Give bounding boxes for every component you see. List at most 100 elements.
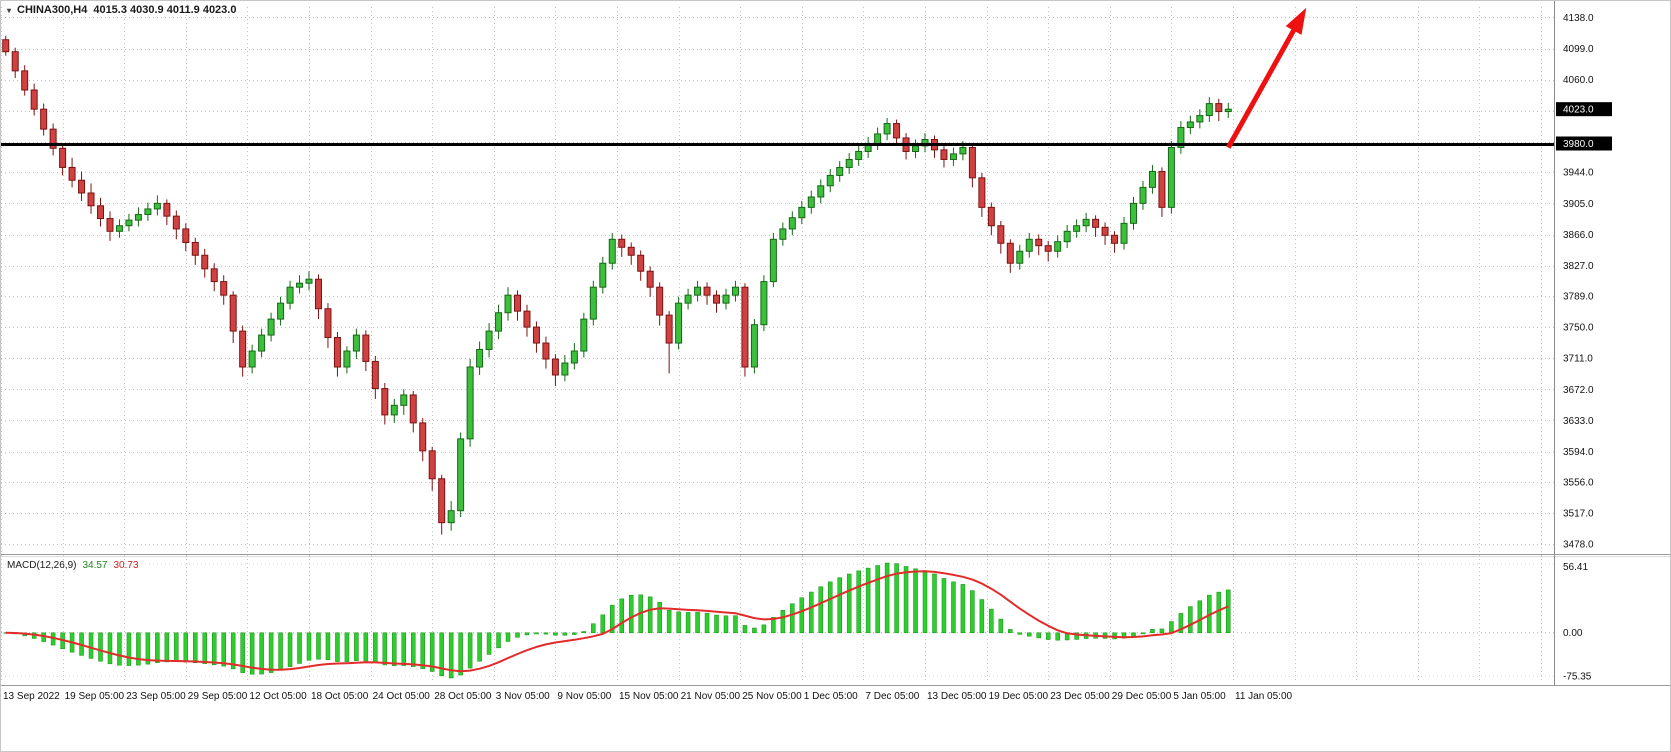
price-axis-label: 3478.0 [1563,540,1594,551]
time-axis-label: 23 Sep 05:00 [126,691,186,702]
macd-histogram-bar [666,609,672,634]
macd-histogram-bar [363,632,369,662]
bearish-candle [940,149,948,160]
bullish-candle [807,196,815,208]
bullish-candle [1196,115,1204,123]
bullish-candle [694,286,702,296]
bullish-candle [722,294,730,304]
macd-histogram-bar [572,632,577,635]
macd-histogram-bar [827,581,833,634]
macd-histogram-bar [1017,632,1023,635]
bearish-candle [1215,103,1223,113]
macd-histogram-bar [467,632,473,669]
bearish-candle [1101,226,1109,236]
bullish-candle [855,150,863,160]
macd-histogram-bar [581,631,587,634]
macd-histogram-bar [922,570,928,634]
macd-histogram-bar [1216,591,1222,634]
macd-histogram-bar [809,591,814,634]
bearish-candle [1158,170,1166,208]
bullish-candle [343,350,351,368]
macd-histogram-bar [780,610,786,634]
macd-histogram-bar [619,598,624,634]
bullish-candle [731,286,739,296]
trend-arrow-shaft[interactable] [1226,24,1299,149]
price-axis-label: 4138.0 [1563,13,1594,24]
macd-histogram-bar [742,625,748,634]
macd-histogram-bar [723,615,729,634]
macd-histogram-bar [193,632,198,663]
bearish-candle [68,166,76,181]
bearish-candle [333,336,341,368]
macd-histogram-bar [439,632,444,677]
macd-histogram-bar [553,632,558,636]
bullish-candle [589,286,597,320]
macd-histogram-bar [306,632,312,661]
trend-arrow-head[interactable] [1285,7,1307,35]
macd-histogram-bar [543,632,549,635]
bearish-candle [163,202,171,217]
bullish-candle [352,334,360,352]
time-axis-label: 9 Nov 05:00 [557,691,611,702]
macd-histogram-bar [771,617,776,634]
price-axis-label: 3672.0 [1563,385,1594,396]
macd-histogram-bar [126,632,132,666]
price-axis-label: 4099.0 [1563,44,1594,55]
macd-histogram-bar [970,590,975,634]
macd-histogram-bar [221,632,226,667]
bullish-candle [305,278,313,284]
macd-histogram-bar [856,570,861,634]
macd-histogram-bar [202,632,208,664]
bullish-candle [476,348,484,368]
macd-histogram-bar [477,632,482,662]
macd-histogram-bar [240,632,245,673]
macd-axis-label: 0.00 [1563,628,1583,639]
macd-histogram-bar [259,632,264,675]
price-badge-text: 3980.0 [1563,139,1594,150]
bullish-candle [1016,250,1024,264]
bullish-candle [608,238,616,264]
time-axis-label: 29 Dec 05:00 [1112,691,1172,702]
macd-histogram-bar [136,632,141,666]
bearish-candle [172,215,180,230]
time-axis-label: 29 Sep 05:00 [188,691,248,702]
price-axis-label: 3905.0 [1563,199,1594,210]
macd-histogram-bar [183,632,189,663]
macd-histogram-bar [837,577,842,634]
bullish-candle [760,281,768,326]
macd-histogram-bar [1197,600,1203,634]
macd-histogram-bar [704,612,710,634]
macd-histogram-bar [657,601,662,634]
bullish-candle [457,438,465,512]
bearish-candle [656,286,664,316]
bullish-candle [1054,241,1062,252]
macd-histogram-bar [515,632,520,638]
bearish-candle [87,192,95,207]
time-axis-label: 15 Nov 05:00 [619,691,679,702]
price-axis-label: 3866.0 [1563,230,1594,241]
price-badge-current-price [1556,102,1612,117]
bullish-candle [788,217,796,230]
macd-histogram-bar [392,632,397,667]
bearish-candle [362,334,370,362]
bullish-candle [286,286,294,304]
bullish-candle [912,145,920,152]
time-axis-label: 19 Dec 05:00 [989,691,1049,702]
symbol-period-label: CHINA300,H4 [17,4,88,16]
time-axis-label: 23 Dec 05:00 [1050,691,1110,702]
macd-histogram-bar [297,632,302,664]
macd-histogram-bar [1008,629,1013,634]
symbol-dropdown-icon[interactable]: ▾ [7,5,12,15]
time-axis-label: 3 Nov 05:00 [496,691,550,702]
macd-histogram-bar [989,608,994,634]
macd-histogram-bar [799,597,805,634]
bullish-candle [1177,127,1185,148]
macd-indicator-title: MACD(12,26,9) 34.57 30.73 [7,560,139,571]
bearish-candle [1092,218,1100,228]
bearish-candle [713,294,721,304]
bearish-candle [741,286,749,368]
bearish-candle [618,238,626,248]
macd-histogram-bar [164,632,170,663]
macd-histogram-bar [1045,632,1051,640]
